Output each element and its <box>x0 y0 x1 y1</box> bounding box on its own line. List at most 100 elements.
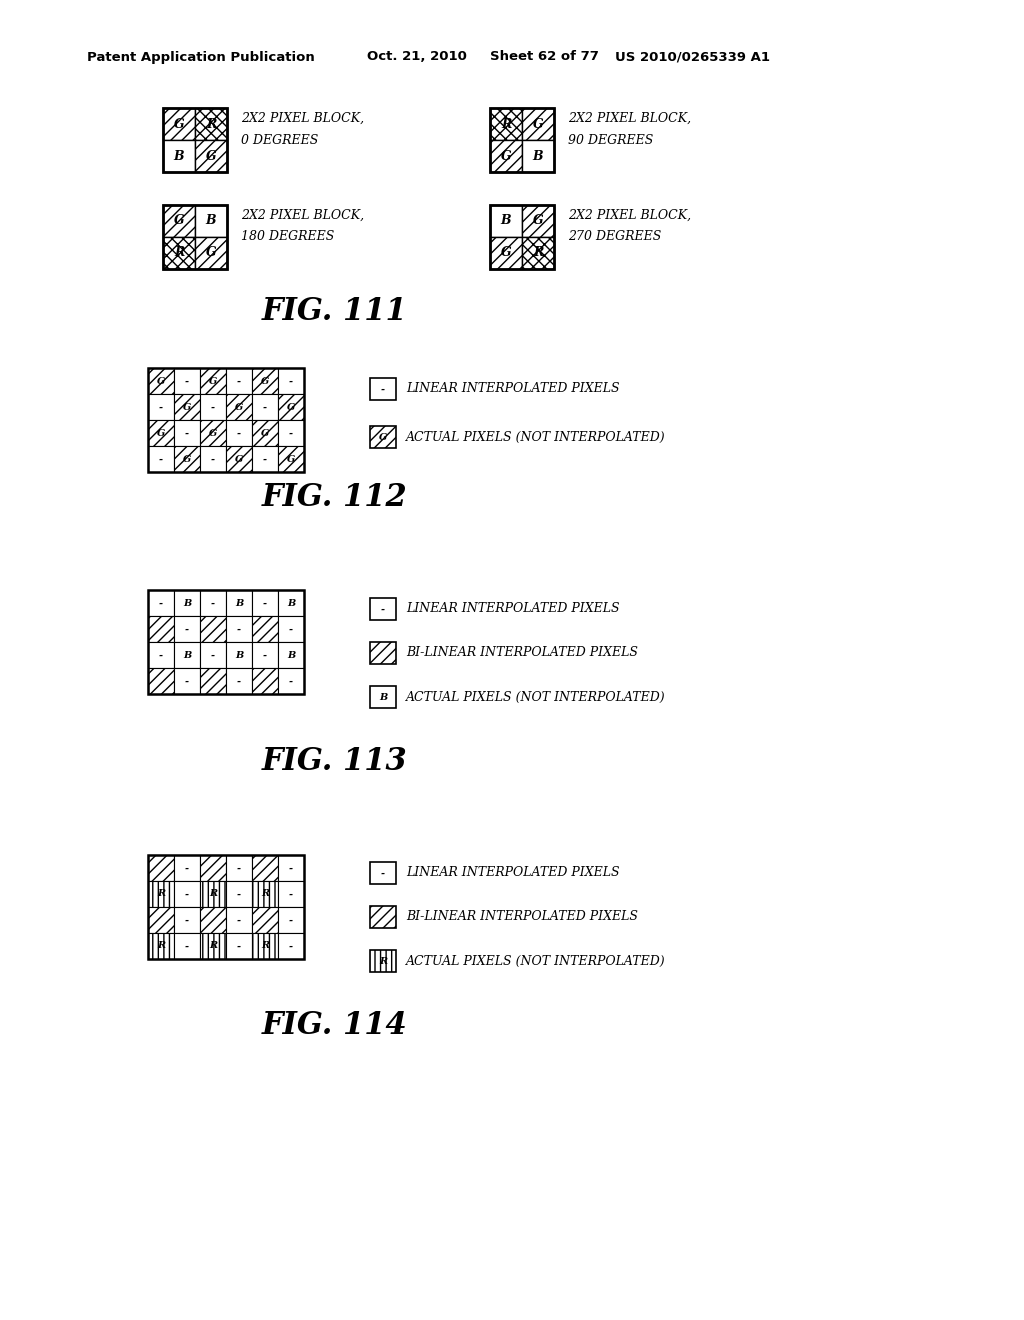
Bar <box>252 933 278 960</box>
Text: ACTUAL PIXELS (NOT INTERPOLATED): ACTUAL PIXELS (NOT INTERPOLATED) <box>406 430 666 444</box>
Bar <box>174 616 200 642</box>
Text: B: B <box>532 149 544 162</box>
Bar <box>278 420 304 446</box>
Bar <box>148 446 174 473</box>
Text: R: R <box>379 957 387 965</box>
Text: G: G <box>501 247 511 260</box>
Text: -: - <box>185 429 189 437</box>
Bar <box>490 205 554 269</box>
Text: ACTUAL PIXELS (NOT INTERPOLATED): ACTUAL PIXELS (NOT INTERPOLATED) <box>406 954 666 968</box>
Bar <box>252 880 278 907</box>
Text: -: - <box>211 598 215 607</box>
Bar <box>174 668 200 694</box>
Bar <box>278 616 304 642</box>
Text: -: - <box>185 941 189 950</box>
Text: -: - <box>289 429 293 437</box>
Bar <box>195 238 227 269</box>
Bar <box>200 590 226 616</box>
Text: Oct. 21, 2010: Oct. 21, 2010 <box>367 50 467 63</box>
Text: G: G <box>209 376 217 385</box>
Text: G: G <box>206 247 216 260</box>
Text: -: - <box>381 384 385 393</box>
Text: -: - <box>289 916 293 924</box>
Bar <box>226 855 252 880</box>
Text: FIG. 111: FIG. 111 <box>262 297 408 327</box>
Bar <box>522 238 554 269</box>
Bar <box>278 642 304 668</box>
Bar <box>252 616 278 642</box>
Text: 2X2 PIXEL BLOCK,: 2X2 PIXEL BLOCK, <box>568 111 691 124</box>
Bar <box>252 590 278 616</box>
Text: -: - <box>263 454 267 463</box>
Bar <box>200 642 226 668</box>
Text: -: - <box>237 890 241 899</box>
Text: G: G <box>209 429 217 437</box>
Bar <box>226 642 252 668</box>
Text: G: G <box>183 403 191 412</box>
Text: R: R <box>157 890 165 899</box>
Bar <box>163 238 195 269</box>
Text: -: - <box>237 376 241 385</box>
Text: 2X2 PIXEL BLOCK,: 2X2 PIXEL BLOCK, <box>241 111 365 124</box>
Text: B: B <box>183 651 191 660</box>
Bar <box>278 907 304 933</box>
Text: 270 DEGREES: 270 DEGREES <box>568 231 662 243</box>
Text: -: - <box>185 624 189 634</box>
Bar <box>226 933 252 960</box>
Text: R: R <box>209 890 217 899</box>
Bar <box>226 668 252 694</box>
Bar <box>174 393 200 420</box>
Bar <box>278 855 304 880</box>
Text: G: G <box>157 429 165 437</box>
Text: G: G <box>287 454 295 463</box>
Text: -: - <box>185 676 189 685</box>
Text: LINEAR INTERPOLATED PIXELS: LINEAR INTERPOLATED PIXELS <box>406 383 620 396</box>
Bar <box>226 590 252 616</box>
Bar <box>370 686 396 708</box>
Text: -: - <box>263 651 267 660</box>
Bar <box>370 426 396 447</box>
Text: -: - <box>381 605 385 614</box>
Bar <box>148 393 174 420</box>
Bar <box>148 907 174 933</box>
Text: -: - <box>159 651 163 660</box>
Text: FIG. 113: FIG. 113 <box>262 747 408 777</box>
Bar <box>278 446 304 473</box>
Bar <box>200 368 226 393</box>
Bar <box>278 368 304 393</box>
Text: BI-LINEAR INTERPOLATED PIXELS: BI-LINEAR INTERPOLATED PIXELS <box>406 647 638 660</box>
Bar <box>226 393 252 420</box>
Bar <box>148 855 304 960</box>
Text: G: G <box>532 214 544 227</box>
Text: G: G <box>532 117 544 131</box>
Text: B: B <box>287 598 295 607</box>
Text: -: - <box>237 624 241 634</box>
Text: -: - <box>211 454 215 463</box>
Bar <box>278 393 304 420</box>
Bar <box>174 907 200 933</box>
Text: G: G <box>287 403 295 412</box>
Bar <box>370 862 396 884</box>
Text: LINEAR INTERPOLATED PIXELS: LINEAR INTERPOLATED PIXELS <box>406 602 620 615</box>
Text: B: B <box>501 214 511 227</box>
Bar <box>370 950 396 972</box>
Bar <box>252 446 278 473</box>
Bar <box>148 880 174 907</box>
Text: B: B <box>287 651 295 660</box>
Bar <box>174 368 200 393</box>
Bar <box>148 420 174 446</box>
Text: 0 DEGREES: 0 DEGREES <box>241 133 318 147</box>
Text: B: B <box>379 693 387 701</box>
Bar <box>174 446 200 473</box>
Bar <box>148 933 174 960</box>
Bar <box>163 140 195 172</box>
Bar <box>200 668 226 694</box>
Text: R: R <box>206 117 216 131</box>
Text: ACTUAL PIXELS (NOT INTERPOLATED): ACTUAL PIXELS (NOT INTERPOLATED) <box>406 690 666 704</box>
Text: R: R <box>261 890 269 899</box>
Bar <box>252 420 278 446</box>
Bar <box>174 420 200 446</box>
Bar <box>200 933 226 960</box>
Bar <box>522 108 554 140</box>
Text: G: G <box>234 403 243 412</box>
